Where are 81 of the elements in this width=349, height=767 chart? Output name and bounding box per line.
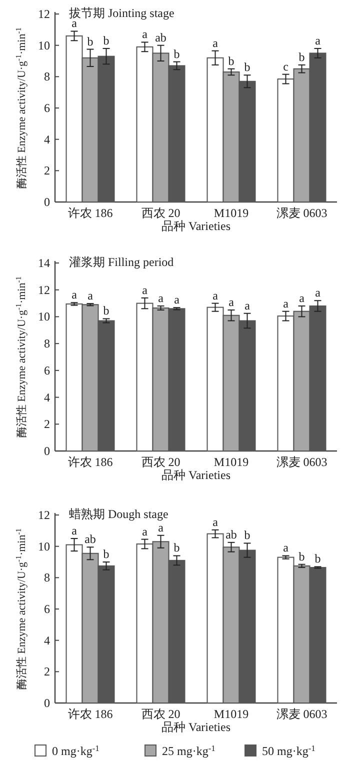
y-tick-label: 0 bbox=[44, 444, 50, 458]
y-tick-label: 6 bbox=[44, 363, 50, 378]
data-label: b bbox=[298, 549, 305, 564]
x-axis-title: 品种 Varieties bbox=[162, 720, 231, 734]
y-tick-label: 8 bbox=[44, 70, 50, 84]
y-tick-label: 12 bbox=[38, 508, 50, 522]
x-axis-title: 品种 Varieties bbox=[162, 468, 231, 482]
y-tick-label: 2 bbox=[44, 417, 50, 432]
y-tick-label: 8 bbox=[44, 336, 50, 351]
x-tick-label: 漯麦 0603 bbox=[276, 206, 328, 220]
y-tick-label: 0 bbox=[44, 696, 50, 710]
x-tick-label: M1019 bbox=[214, 455, 249, 469]
data-label: a bbox=[315, 286, 322, 300]
chart-title: 蜡熟期 Dough stage bbox=[69, 507, 168, 521]
y-tick-label: 6 bbox=[44, 101, 50, 115]
y-tick-label: 4 bbox=[44, 633, 50, 648]
y-tick-label: 2 bbox=[44, 164, 50, 178]
data-label: b bbox=[174, 540, 180, 555]
x-tick-label: 西农 20 bbox=[141, 707, 180, 721]
data-label: a bbox=[244, 298, 251, 312]
legend-item: 50 mg·kg$^{-1}$ bbox=[244, 744, 316, 758]
data-label: a bbox=[158, 290, 164, 305]
x-tick-label: 西农 20 bbox=[141, 206, 180, 220]
y-tick-label: 6 bbox=[44, 602, 50, 616]
chart-title: 灌浆期 Filling period bbox=[69, 255, 174, 269]
x-tick-label: 漯麦 0603 bbox=[276, 707, 328, 721]
legend-label: 25 mg·kg$^{-1}$ bbox=[162, 744, 216, 758]
data-label: ab bbox=[226, 527, 237, 542]
data-label: a bbox=[72, 288, 78, 302]
data-label: a bbox=[142, 27, 148, 42]
data-label: a bbox=[212, 288, 219, 302]
chart-title: 拔节期 Jointing stage bbox=[69, 6, 174, 20]
data-label: a bbox=[228, 295, 235, 309]
y-tick-label: 10 bbox=[38, 38, 50, 52]
data-label: c bbox=[283, 59, 288, 74]
y-tick-label: 8 bbox=[44, 570, 50, 585]
legend-label: 0 mg·kg$^{-1}$ bbox=[52, 744, 100, 758]
data-label: a bbox=[72, 524, 78, 538]
x-tick-label: 许农 186 bbox=[68, 455, 113, 469]
y-tick-label: 14 bbox=[38, 256, 50, 270]
y-tick-label: 12 bbox=[38, 7, 50, 21]
data-label: a bbox=[88, 288, 94, 303]
x-tick-label: M1019 bbox=[214, 707, 249, 721]
y-tick-label: 4 bbox=[44, 390, 50, 404]
data-label: a bbox=[212, 514, 219, 529]
data-label: a bbox=[174, 292, 180, 307]
x-tick-label: 许农 186 bbox=[68, 206, 113, 220]
data-label: b bbox=[244, 60, 250, 74]
x-tick-label: 西农 20 bbox=[141, 455, 180, 469]
data-label: a bbox=[142, 282, 148, 297]
legend-item: 25 mg·kg$^{-1}$ bbox=[144, 744, 216, 758]
data-label: b bbox=[298, 50, 305, 64]
data-label: a bbox=[315, 33, 322, 48]
y-tick-label: 10 bbox=[38, 539, 50, 554]
x-tick-label: 漯麦 0603 bbox=[276, 455, 328, 469]
y-tick-label: 0 bbox=[44, 195, 50, 209]
data-label: a bbox=[283, 296, 290, 310]
y-tick-label: 10 bbox=[38, 310, 50, 324]
data-label: a bbox=[158, 520, 164, 534]
data-label: a bbox=[299, 290, 306, 305]
y-tick-label: 2 bbox=[44, 664, 50, 679]
legend-label: 50 mg·kg$^{-1}$ bbox=[262, 744, 316, 758]
legend-item: 0 mg·kg$^{-1}$ bbox=[34, 744, 100, 758]
data-label: b bbox=[103, 547, 110, 561]
y-tick-label: 12 bbox=[38, 282, 50, 297]
data-label: a bbox=[212, 36, 219, 50]
data-label: b bbox=[103, 304, 110, 318]
data-label: b bbox=[228, 54, 234, 68]
data-label: a bbox=[283, 540, 290, 555]
data-label: b bbox=[87, 34, 94, 48]
data-label: b bbox=[244, 528, 250, 542]
x-tick-label: 许农 186 bbox=[68, 707, 113, 721]
x-tick-label: M1019 bbox=[214, 206, 249, 220]
data-label: b bbox=[314, 552, 321, 566]
x-axis-title: 品种 Varieties bbox=[162, 219, 231, 233]
y-tick-label: 4 bbox=[44, 132, 50, 146]
data-label: a bbox=[142, 524, 148, 538]
data-label: ab bbox=[84, 532, 96, 546]
data-label: b bbox=[103, 33, 110, 48]
data-label: ab bbox=[155, 30, 166, 44]
data-label: b bbox=[174, 46, 180, 61]
